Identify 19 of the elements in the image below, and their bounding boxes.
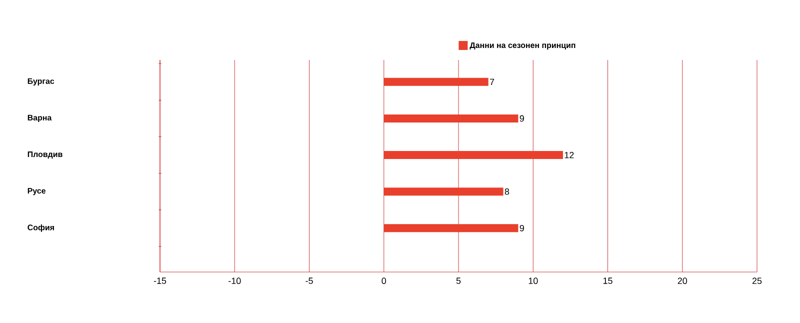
x-tick-label: 10: [528, 278, 538, 284]
x-tick-label: -15: [154, 278, 166, 284]
x-tick-label: 5: [456, 278, 461, 284]
bar: [384, 78, 488, 86]
x-tick-label: 0: [382, 278, 386, 284]
data-label: 9: [520, 224, 524, 232]
data-label: 9: [520, 115, 524, 122]
bar: [384, 224, 518, 232]
data-label: 7: [490, 78, 494, 86]
data-label: 8: [504, 188, 510, 195]
x-tick-label: 20: [678, 278, 688, 284]
data-label: 12: [564, 152, 574, 158]
bar: [384, 151, 563, 160]
x-tick-label: 25: [752, 278, 762, 284]
bar: [384, 114, 518, 122]
bar: [384, 188, 504, 196]
x-tick-label: 15: [603, 278, 612, 284]
x-tick-label: -5: [306, 278, 313, 284]
x-tick-label: -10: [228, 278, 241, 284]
